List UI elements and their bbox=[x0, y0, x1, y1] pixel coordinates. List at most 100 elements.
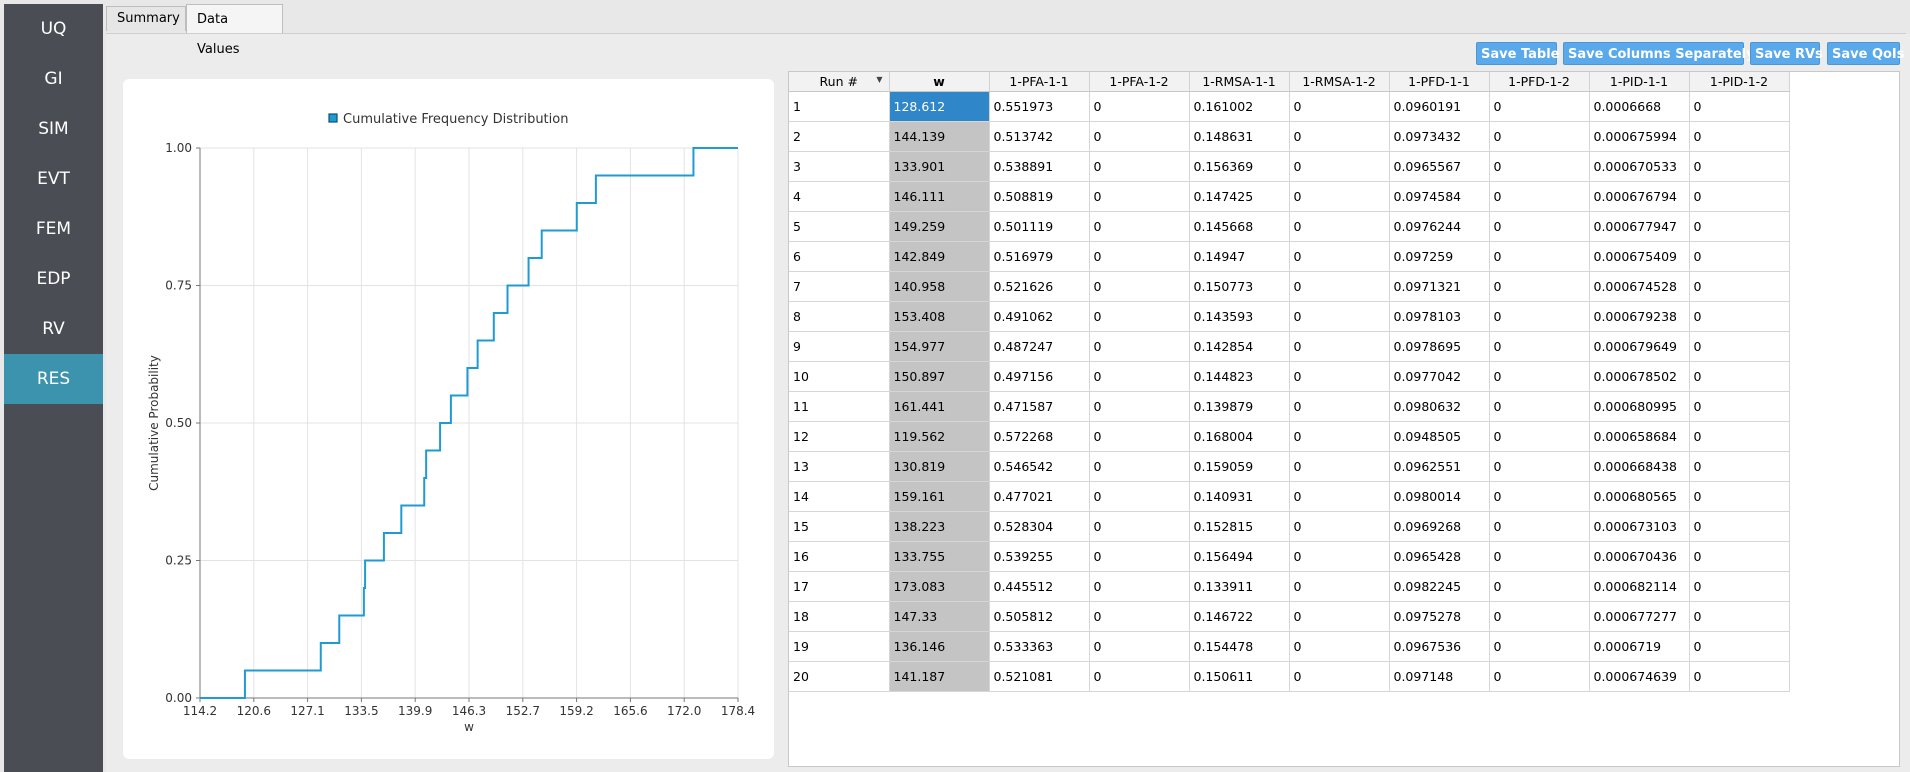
table-cell[interactable]: 0.445512 bbox=[989, 571, 1090, 602]
table-cell[interactable]: 0 bbox=[1489, 361, 1590, 392]
table-cell[interactable]: 138.223 bbox=[889, 511, 990, 542]
table-cell[interactable]: 0.572268 bbox=[989, 421, 1090, 452]
table-cell[interactable]: 0.0980632 bbox=[1389, 391, 1490, 422]
table-cell[interactable]: 0 bbox=[1289, 271, 1390, 302]
table-cell[interactable]: 140.958 bbox=[889, 271, 990, 302]
table-cell[interactable]: 141.187 bbox=[889, 661, 990, 692]
table-cell[interactable]: 0.140931 bbox=[1189, 481, 1290, 512]
table-cell[interactable]: 0 bbox=[1489, 91, 1590, 122]
table-cell[interactable]: 0 bbox=[1689, 91, 1790, 122]
table-cell[interactable]: 9 bbox=[789, 331, 890, 362]
table-cell[interactable]: 0 bbox=[1089, 421, 1190, 452]
table-cell[interactable]: 0.508819 bbox=[989, 181, 1090, 212]
table-cell[interactable]: 0.148631 bbox=[1189, 121, 1290, 152]
table-cell[interactable]: 0.0977042 bbox=[1389, 361, 1490, 392]
table-cell[interactable]: 13 bbox=[789, 451, 890, 482]
table-cell[interactable]: 159.161 bbox=[889, 481, 990, 512]
tab-data-values[interactable]: Data Values bbox=[186, 4, 283, 57]
table-cell[interactable]: 0.497156 bbox=[989, 361, 1090, 392]
table-cell[interactable]: 0.097259 bbox=[1389, 241, 1490, 272]
table-cell[interactable]: 0 bbox=[1489, 391, 1590, 422]
table-cell[interactable]: 0 bbox=[1489, 601, 1590, 632]
column-header-w[interactable]: w bbox=[889, 72, 990, 92]
table-cell[interactable]: 0.000668438 bbox=[1589, 451, 1690, 482]
table-cell[interactable]: 0 bbox=[1689, 601, 1790, 632]
save-table-button[interactable]: Save Table bbox=[1476, 42, 1560, 65]
table-cell[interactable]: 17 bbox=[789, 571, 890, 602]
table-cell[interactable]: 0 bbox=[1689, 151, 1790, 182]
column-header-1-pfa-1-2[interactable]: 1-PFA-1-2 bbox=[1089, 72, 1190, 92]
table-cell[interactable]: 0 bbox=[1489, 541, 1590, 572]
table-row[interactable]: 17 173.083 0.445512 0 0.133911 0 0.0982245 0 0.0… bbox=[789, 571, 1790, 602]
save-rvs-button[interactable]: Save RVs bbox=[1750, 42, 1823, 65]
table-cell[interactable]: 0.0978103 bbox=[1389, 301, 1490, 332]
table-cell[interactable]: 0.551973 bbox=[989, 91, 1090, 122]
table-cell[interactable]: 0 bbox=[1689, 181, 1790, 212]
table-cell[interactable]: 0.000674639 bbox=[1589, 661, 1690, 692]
table-cell[interactable]: 0.0967536 bbox=[1389, 631, 1490, 662]
table-cell[interactable]: 0 bbox=[1289, 91, 1390, 122]
table-cell[interactable]: 153.408 bbox=[889, 301, 990, 332]
table-cell[interactable]: 0 bbox=[1089, 121, 1190, 152]
table-cell[interactable]: 0 bbox=[1489, 631, 1590, 662]
table-cell[interactable]: 0 bbox=[1689, 391, 1790, 422]
table-cell[interactable]: 0 bbox=[1489, 271, 1590, 302]
table-row[interactable]: 20 141.187 0.521081 0 0.150611 0 0.097148 0 0.00… bbox=[789, 661, 1790, 692]
table-cell[interactable]: 144.139 bbox=[889, 121, 990, 152]
table-row[interactable]: 16 133.755 0.539255 0 0.156494 0 0.0965428 0 0.0… bbox=[789, 541, 1790, 572]
sidebar-item-rv[interactable]: RV bbox=[42, 319, 65, 339]
table-cell[interactable]: 0.521081 bbox=[989, 661, 1090, 692]
table-cell[interactable]: 0 bbox=[1289, 301, 1390, 332]
table-cell[interactable]: 0 bbox=[1089, 541, 1190, 572]
table-cell[interactable]: 0.000658684 bbox=[1589, 421, 1690, 452]
table-cell[interactable]: 0 bbox=[1089, 211, 1190, 242]
table-cell[interactable]: 0 bbox=[1089, 331, 1190, 362]
table-cell[interactable]: 0.156494 bbox=[1189, 541, 1290, 572]
table-cell[interactable]: 0 bbox=[1689, 481, 1790, 512]
table-cell[interactable]: 11 bbox=[789, 391, 890, 422]
table-cell[interactable]: 2 bbox=[789, 121, 890, 152]
table-cell[interactable]: 0.000674528 bbox=[1589, 271, 1690, 302]
table-cell[interactable]: 0.0965567 bbox=[1389, 151, 1490, 182]
table-cell[interactable]: 0.000673103 bbox=[1589, 511, 1690, 542]
table-cell[interactable]: 0.000677947 bbox=[1589, 211, 1690, 242]
table-cell[interactable]: 0 bbox=[1289, 331, 1390, 362]
table-cell[interactable]: 0 bbox=[1089, 151, 1190, 182]
column-header-run[interactable]: Run # ▼ bbox=[789, 72, 890, 92]
table-cell[interactable]: 0.000680995 bbox=[1589, 391, 1690, 422]
table-cell[interactable]: 0.000678502 bbox=[1589, 361, 1690, 392]
table-cell[interactable]: 5 bbox=[789, 211, 890, 242]
table-row[interactable]: 11 161.441 0.471587 0 0.139879 0 0.0980632 0 0.0… bbox=[789, 391, 1790, 422]
table-row[interactable]: 1 128.612 0.551973 0 0.161002 0 0.0960191 0 0.00… bbox=[789, 91, 1790, 122]
table-cell[interactable]: 0 bbox=[1289, 631, 1390, 662]
table-cell[interactable]: 0.000675409 bbox=[1589, 241, 1690, 272]
table-row[interactable]: 6 142.849 0.516979 0 0.14947 0 0.097259 0 0.0006… bbox=[789, 241, 1790, 272]
table-cell[interactable]: 0.14947 bbox=[1189, 241, 1290, 272]
sidebar-item-gi[interactable]: GI bbox=[44, 69, 63, 89]
sort-descending-icon[interactable]: ▼ bbox=[876, 75, 883, 84]
table-cell[interactable]: 0.491062 bbox=[989, 301, 1090, 332]
table-cell[interactable]: 0 bbox=[1289, 211, 1390, 242]
table-cell[interactable]: 0.0974584 bbox=[1389, 181, 1490, 212]
table-cell[interactable]: 0.000682114 bbox=[1589, 571, 1690, 602]
table-cell[interactable]: 0 bbox=[1289, 541, 1390, 572]
table-cell[interactable]: 0 bbox=[1489, 451, 1590, 482]
table-cell[interactable]: 150.897 bbox=[889, 361, 990, 392]
table-cell[interactable]: 0.501119 bbox=[989, 211, 1090, 242]
table-row[interactable]: 7 140.958 0.521626 0 0.150773 0 0.0971321 0 0.00… bbox=[789, 271, 1790, 302]
table-cell[interactable]: 173.083 bbox=[889, 571, 990, 602]
table-cell[interactable]: 0.0973432 bbox=[1389, 121, 1490, 152]
table-cell[interactable]: 0.000675994 bbox=[1589, 121, 1690, 152]
table-row[interactable]: 10 150.897 0.497156 0 0.144823 0 0.0977042 0 0.0… bbox=[789, 361, 1790, 392]
table-row[interactable]: 4 146.111 0.508819 0 0.147425 0 0.0974584 0 0.00… bbox=[789, 181, 1790, 212]
table-cell[interactable]: 0 bbox=[1689, 451, 1790, 482]
table-cell[interactable]: 0.145668 bbox=[1189, 211, 1290, 242]
table-cell[interactable]: 0.154478 bbox=[1189, 631, 1290, 662]
sidebar-item-evt[interactable]: EVT bbox=[37, 169, 70, 189]
table-row[interactable]: 2 144.139 0.513742 0 0.148631 0 0.0973432 0 0.00… bbox=[789, 121, 1790, 152]
table-cell[interactable]: 0 bbox=[1489, 511, 1590, 542]
table-cell[interactable]: 0.533363 bbox=[989, 631, 1090, 662]
table-cell[interactable]: 0.0976244 bbox=[1389, 211, 1490, 242]
column-header-1-pid-1-2[interactable]: 1-PID-1-2 bbox=[1689, 72, 1790, 92]
table-cell[interactable]: 0 bbox=[1089, 391, 1190, 422]
